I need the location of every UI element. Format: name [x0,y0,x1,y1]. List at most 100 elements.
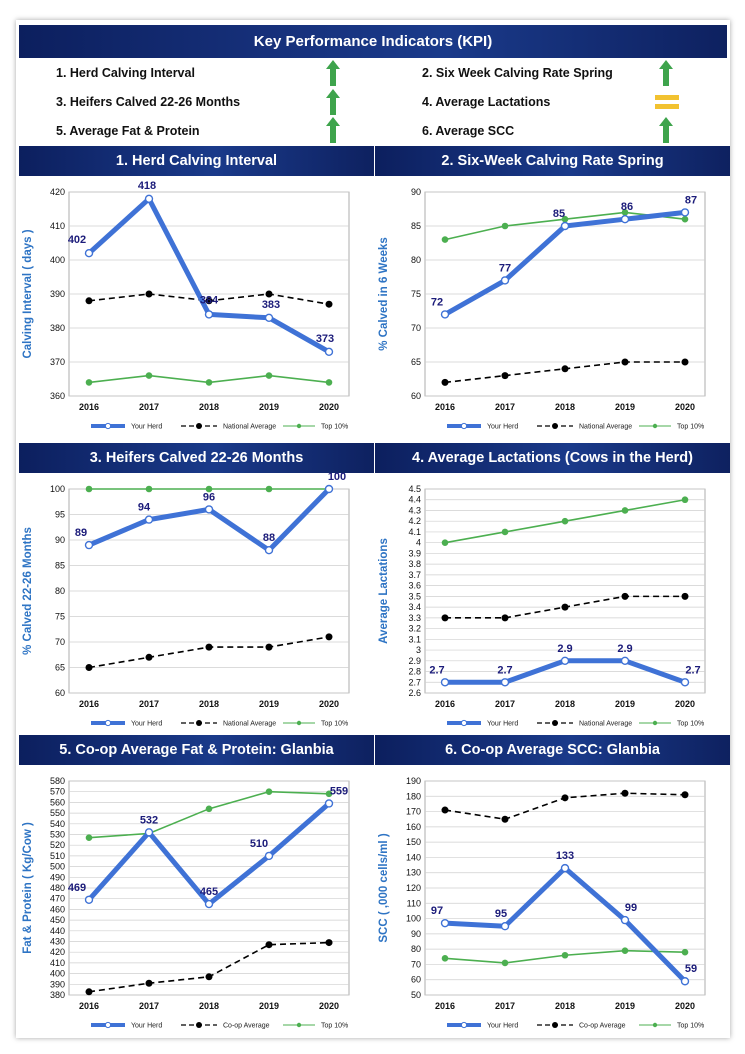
data-point-average [265,941,273,949]
chart-svg: 360 370 380 390 400 410 420 2016 2017 2018 2019 202… [22,180,350,431]
legend-label: Your Herd [487,424,518,431]
data-point-your-herd [204,310,214,319]
y-tick-label: 380 [50,990,65,1000]
data-point-average [561,365,569,373]
data-point-top10 [205,379,213,386]
data-point-top10 [501,528,509,536]
data-point-average [205,297,213,305]
y-tick-label: 560 [50,797,65,807]
data-point-average [265,290,273,298]
data-label: 77 [499,262,511,274]
data-point-your-herd [440,678,450,687]
legend-marker-average [552,720,558,726]
data-point-average [325,939,333,947]
y-tick-label: 450 [50,915,65,925]
y-tick-label: 90 [55,535,65,545]
legend-marker-your-herd [104,422,112,430]
data-label: 384 [200,294,219,306]
x-tick-label: 2018 [199,699,219,709]
data-point-your-herd [84,895,94,904]
chart-panel-6: 6. Co-op Average SCC: Glanbia 50 60 70 80 90… [375,735,730,1037]
x-tick-label: 2016 [435,1001,455,1011]
y-tick-label: 3.7 [408,570,421,580]
data-point-your-herd [560,221,570,231]
data-point-top10 [441,955,449,962]
data-point-average [681,592,689,600]
up-arrow-icon [326,117,340,143]
y-tick-label: 440 [50,926,65,936]
legend-label: Top 10% [677,1023,704,1030]
data-label: 86 [621,201,633,213]
y-tick-label: 65 [411,357,421,367]
data-point-top10 [561,517,569,525]
kpi-item-1: 1. Herd Calving Interval [56,66,195,80]
data-point-average [85,988,93,996]
y-tick-label: 85 [55,561,65,571]
legend-label: National Average [223,424,276,431]
y-tick-label: 490 [50,872,65,882]
legend-marker-average [552,423,558,429]
data-point-your-herd [440,918,450,928]
data-point-top10 [325,379,333,386]
kpi-header-title: Key Performance Indicators (KPI) [253,33,493,50]
x-tick-label: 2018 [555,402,575,412]
y-tick-label: 160 [406,822,421,832]
data-label: 2.7 [685,664,700,676]
data-point-average [501,372,509,380]
data-point-top10 [441,236,449,243]
x-tick-label: 2018 [199,1001,219,1011]
legend-label: Top 10% [677,721,704,728]
data-point-top10 [561,215,569,223]
y-tick-label: 60 [411,975,421,985]
y-tick-label: 150 [406,837,421,847]
data-point-your-herd [680,977,690,986]
data-point-top10 [561,951,569,959]
data-label: 373 [316,333,334,345]
legend-label: Top 10% [321,1023,348,1030]
y-tick-label: 410 [50,958,65,968]
y-tick-label: 3.6 [408,581,421,591]
data-point-your-herd [680,208,690,217]
data-label: 465 [200,886,218,898]
data-label: 402 [68,234,86,246]
chart-panel-2: 2. Six-Week Calving Rate Spring 60 65 70 75… [375,146,730,438]
kpi-item-5: 5. Average Fat & Protein [56,124,200,138]
data-point-top10 [621,209,629,216]
data-point-average [561,794,569,802]
data-label: 383 [262,299,280,311]
data-point-your-herd [620,915,630,925]
x-tick-label: 2017 [139,402,159,412]
data-point-average [621,592,629,600]
chart-svg: 60 65 70 75 80 85 90 2016 2017 2018 2019 2020 % Calv… [378,187,706,431]
y-tick-label: 3.2 [408,624,421,634]
y-axis-title: % Calved 22-26 Months [22,527,34,655]
data-point-top10 [681,215,689,223]
y-tick-label: 50 [411,990,421,1000]
legend-marker-top10 [296,720,302,726]
data-label: 59 [685,963,697,975]
data-point-average [145,653,153,661]
data-point-average [325,633,333,641]
data-label: 96 [203,491,215,503]
data-point-average [621,358,629,366]
data-point-your-herd [560,863,570,873]
x-tick-label: 2016 [79,699,99,709]
data-point-your-herd [204,899,214,909]
data-label: 97 [431,905,443,917]
data-point-your-herd [144,194,154,203]
legend-label: National Average [579,424,632,431]
x-tick-label: 2019 [615,699,635,709]
legend-label: National Average [579,721,632,728]
y-tick-label: 180 [406,791,421,801]
legend-marker-average [196,423,202,429]
x-tick-label: 2017 [495,1001,515,1011]
data-point-top10 [681,948,689,956]
y-tick-label: 110 [407,898,421,908]
y-tick-label: 4.2 [408,516,421,526]
data-label: 510 [250,838,268,850]
y-tick-label: 390 [50,289,65,299]
x-tick-label: 2019 [259,1001,279,1011]
data-point-your-herd [500,678,510,687]
legend-marker-top10 [296,1022,302,1028]
up-arrow-icon [659,60,673,86]
